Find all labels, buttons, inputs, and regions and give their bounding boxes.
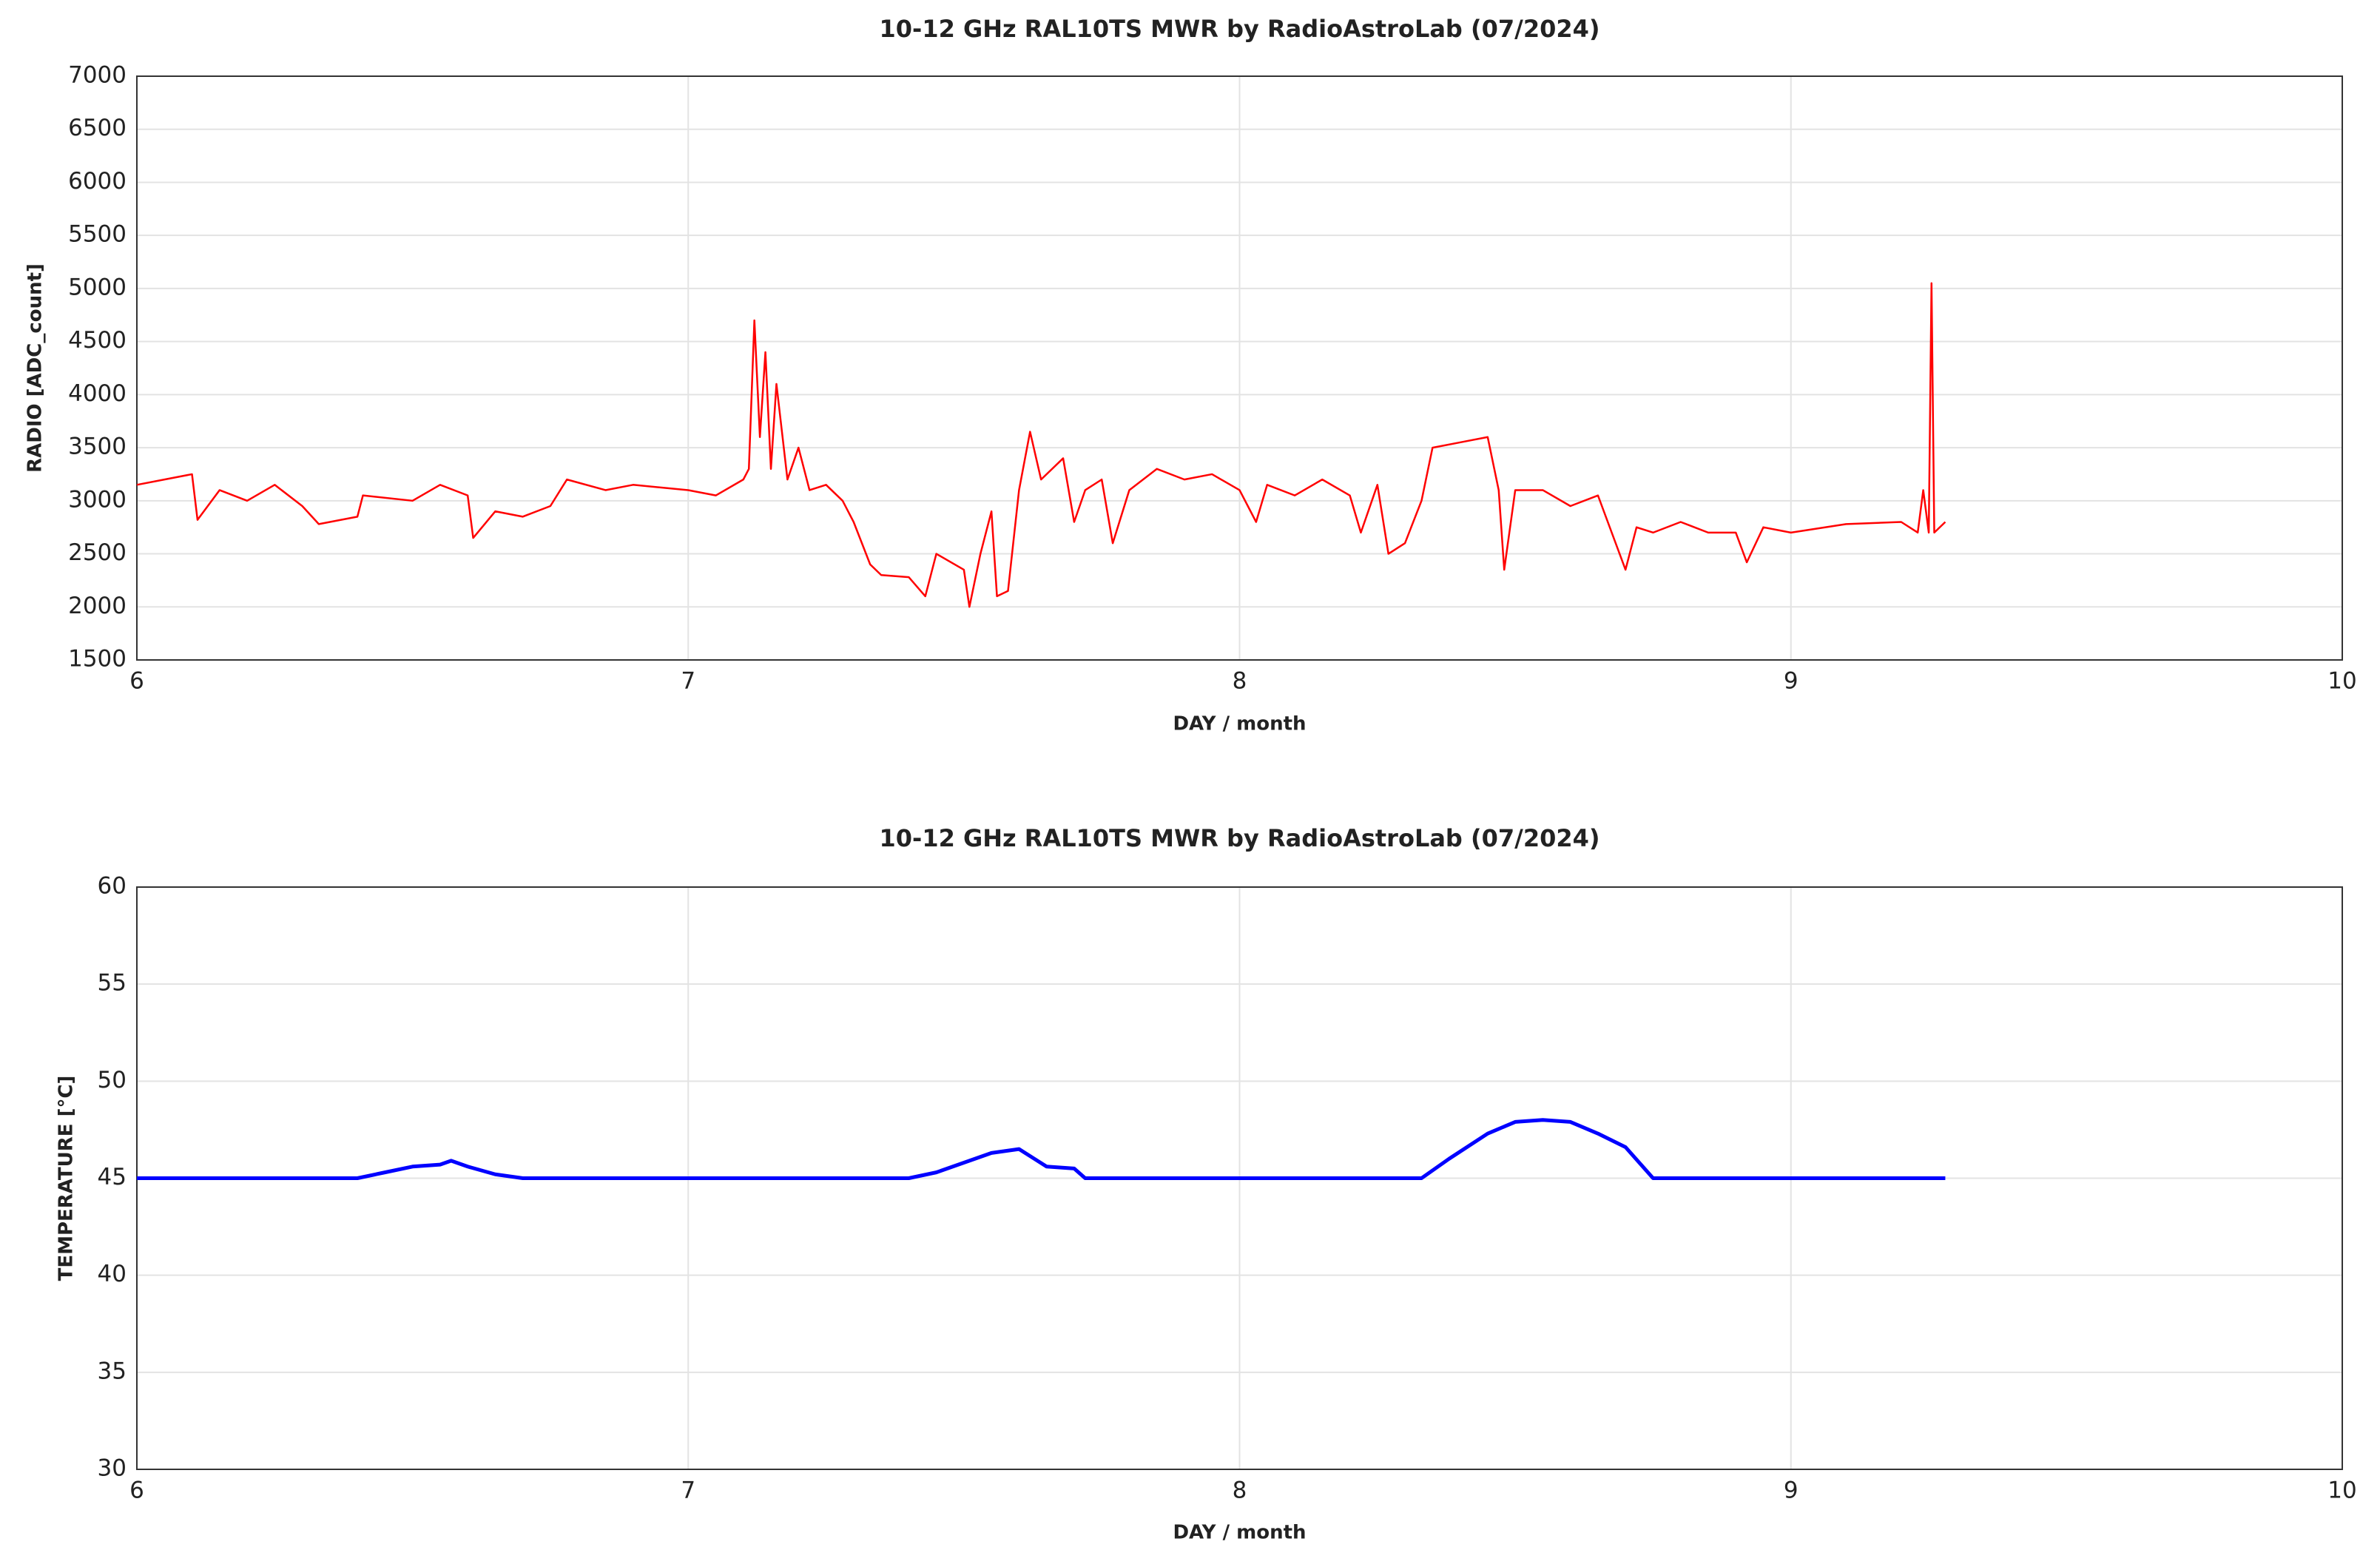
x-tick-label: 7: [681, 668, 695, 695]
axes-box: [136, 75, 2343, 661]
x-tick-label: 9: [1784, 1477, 1799, 1504]
data-line: [137, 1118, 1946, 1180]
data-line: [136, 282, 1946, 608]
y-tick-label: 45: [98, 1164, 127, 1190]
x-tick-label: 9: [1784, 668, 1799, 695]
y-tick-label: 5000: [68, 274, 127, 300]
y-tick-label: 2000: [68, 593, 127, 619]
y-axis-label: TEMPERATURE [°C]: [55, 1076, 78, 1281]
x-tick-label: 7: [681, 1477, 695, 1504]
y-axis-label: RADIO [ADC_count]: [24, 263, 47, 473]
y-tick-label: 50: [98, 1067, 127, 1093]
x-tick-label: 10: [2327, 1477, 2356, 1504]
y-tick-label: 5500: [68, 221, 127, 248]
y-tick-label: 35: [98, 1358, 127, 1384]
x-tick-label: 8: [1233, 668, 1247, 695]
y-tick-label: 6000: [68, 168, 127, 195]
y-tick-label: 7000: [68, 62, 127, 89]
x-tick-label: 8: [1233, 1477, 1247, 1504]
y-tick-label: 40: [98, 1261, 127, 1287]
x-axis-label: DAY / month: [1173, 713, 1306, 735]
y-tick-label: 60: [98, 873, 127, 900]
y-tick-label: 4500: [68, 327, 127, 354]
chart-title: 10-12 GHz RAL10TS MWR by RadioAstroLab (…: [880, 15, 1600, 43]
y-tick-label: 3500: [68, 434, 127, 460]
x-tick-label: 10: [2327, 668, 2356, 695]
y-tick-label: 30: [98, 1455, 127, 1482]
x-axis-label: DAY / month: [1173, 1522, 1306, 1544]
y-tick-label: 3000: [68, 486, 127, 513]
y-tick-label: 4000: [68, 380, 127, 407]
y-tick-label: 6500: [68, 115, 127, 141]
y-tick-label: 55: [98, 970, 127, 997]
chart-title: 10-12 GHz RAL10TS MWR by RadioAstroLab (…: [880, 824, 1600, 852]
x-tick-label: 6: [129, 1477, 144, 1504]
x-tick-label: 6: [129, 668, 144, 695]
y-tick-label: 1500: [68, 646, 127, 673]
y-tick-label: 2500: [68, 539, 127, 566]
